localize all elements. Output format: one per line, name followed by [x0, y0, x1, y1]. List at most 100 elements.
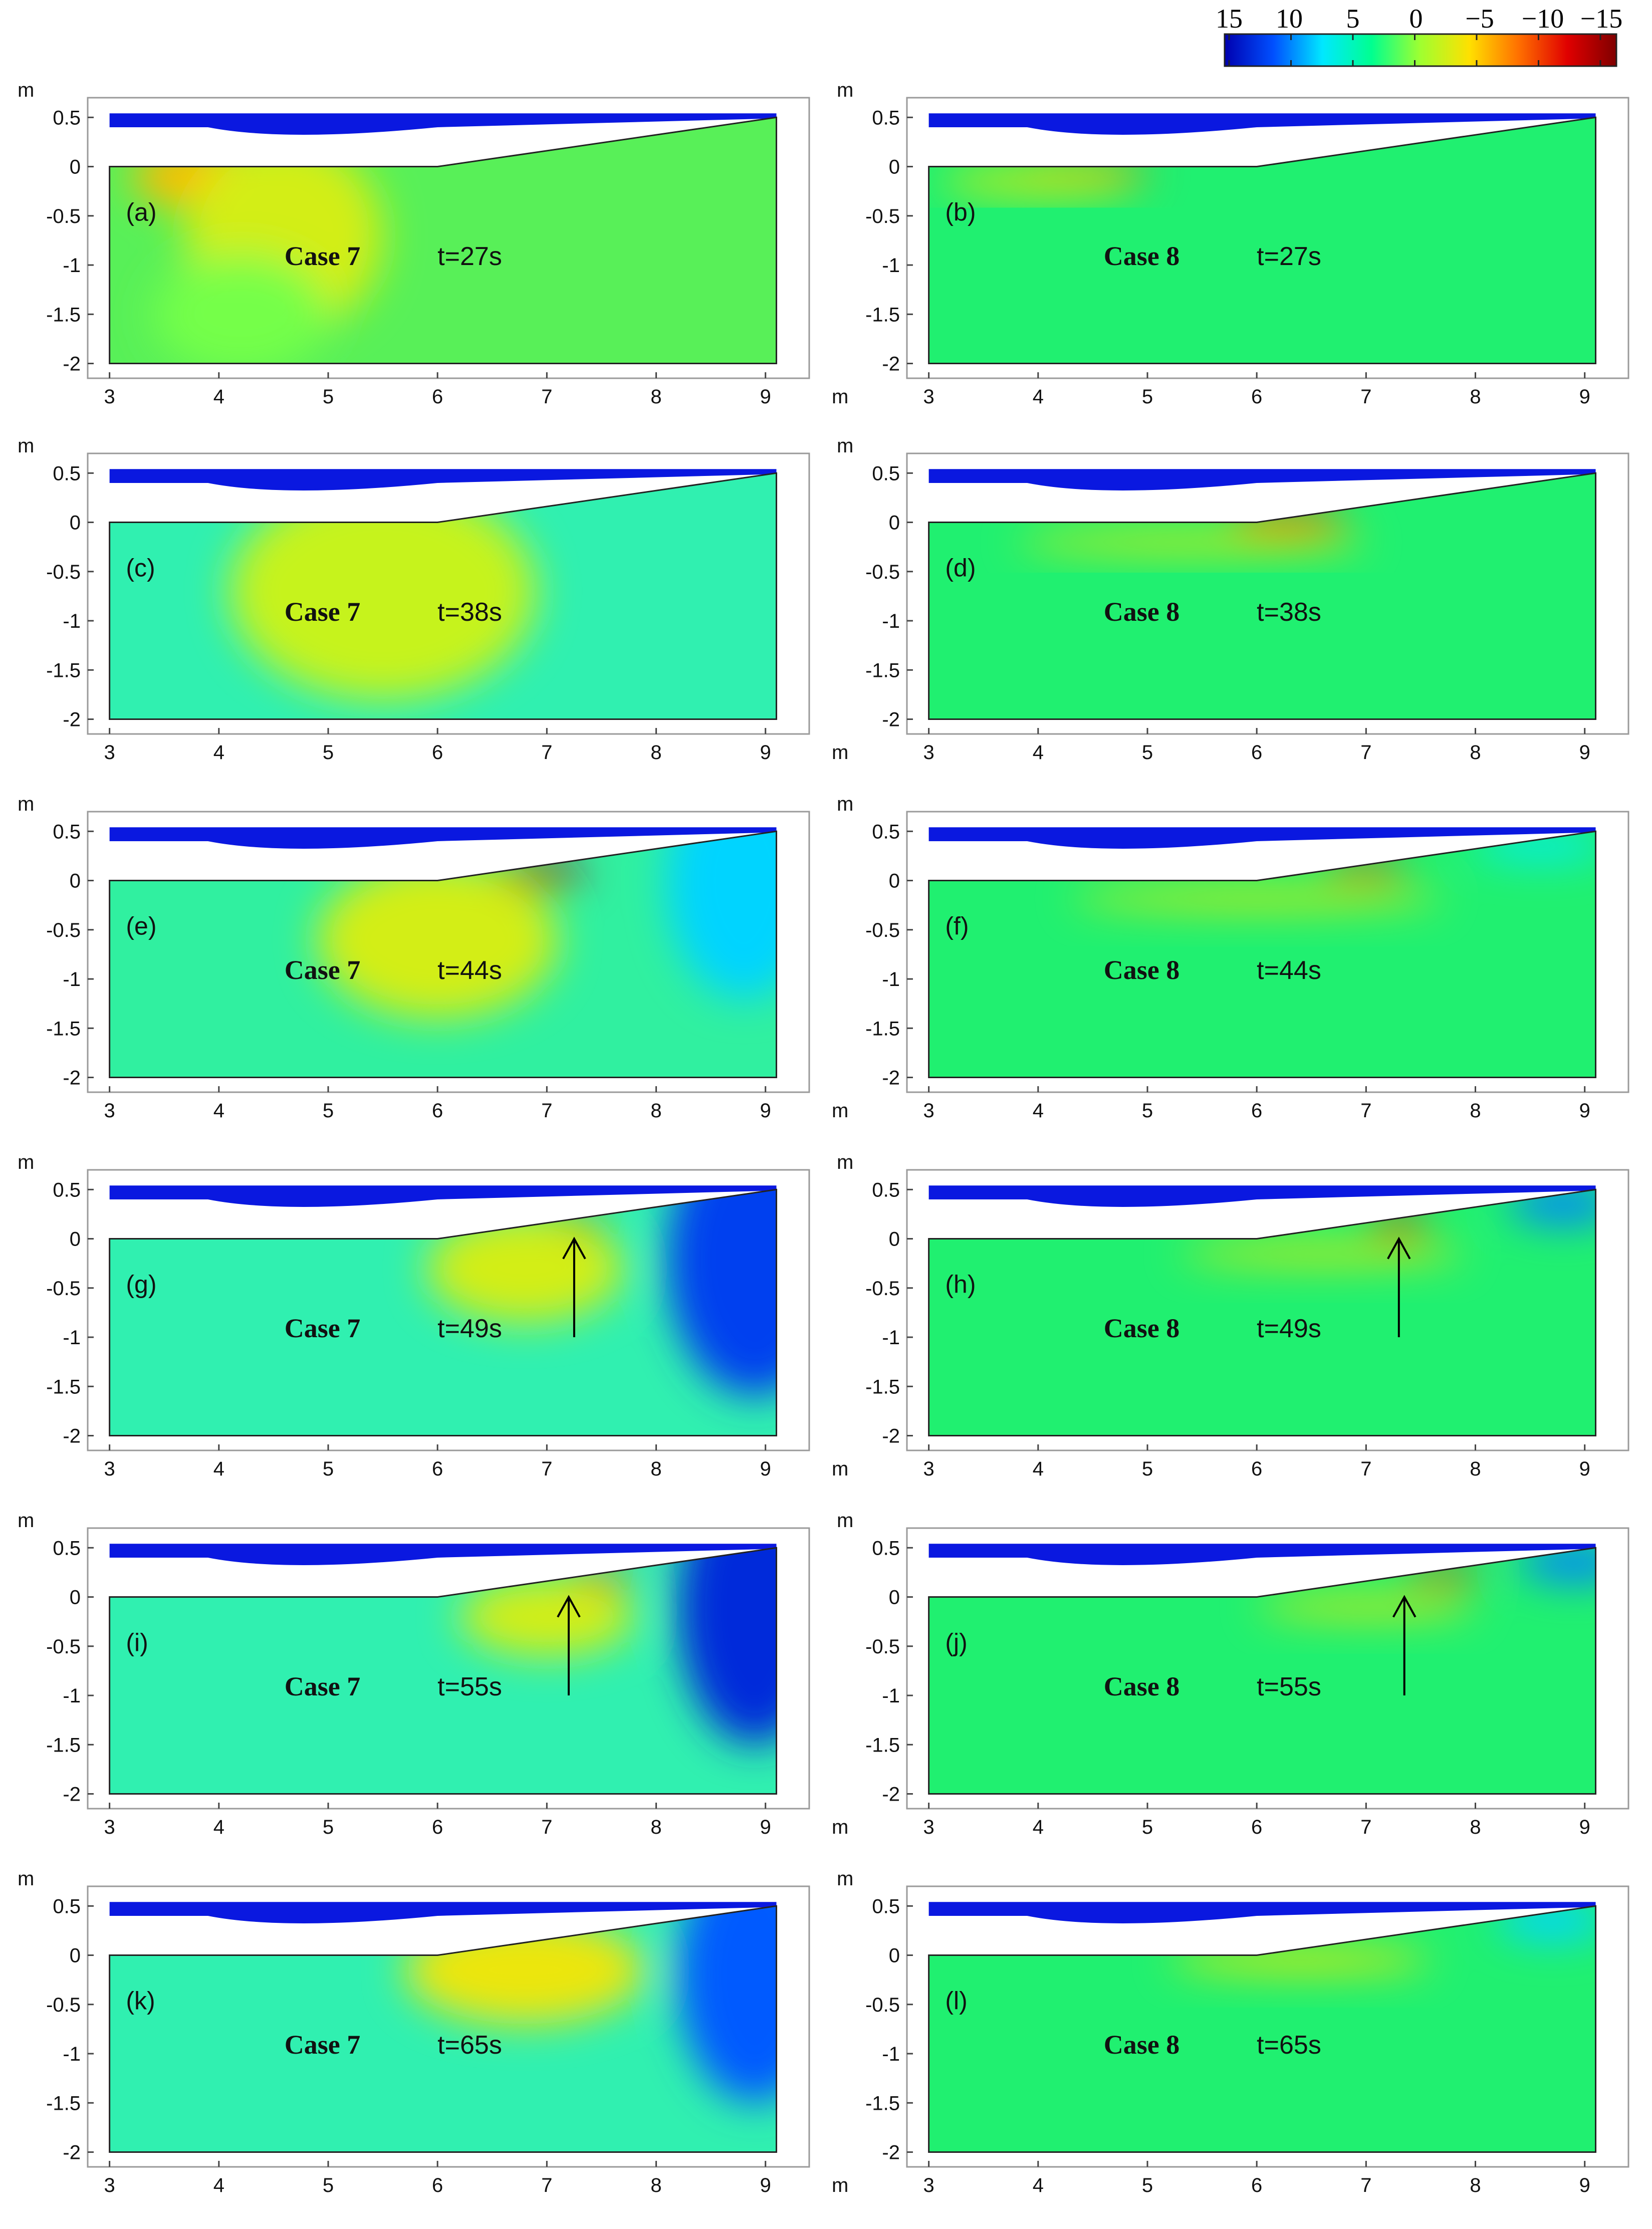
seabed-outline	[109, 1188, 778, 1437]
time-label: t=49s	[437, 1314, 502, 1343]
x-tick-label: 3	[923, 1458, 934, 1480]
y-tick-label: -2	[882, 2142, 900, 2164]
x-tick-label: 8	[650, 1100, 661, 1122]
x-tick-label: 4	[1033, 741, 1044, 764]
x-tick-label: 9	[1579, 386, 1590, 408]
x-tick-label: 6	[1251, 386, 1262, 408]
x-tick-label: 5	[323, 741, 334, 764]
seabed-field	[109, 1189, 777, 1436]
panel-letter: (c)	[126, 554, 155, 582]
x-tick-label: 9	[760, 2174, 771, 2196]
x-tick-label: 6	[432, 741, 443, 764]
x-tick-label: 6	[1251, 1816, 1262, 1838]
time-label: t=44s	[437, 956, 502, 985]
chart-svg: 3 4 5 6 7 8 9 m 0.5 0 -0.5 -1 -1.5 -2 m (f) Case 8 t=44s	[837, 793, 1652, 1122]
chart-svg: 3 4 5 6 7 8 9 m 0.5 0 -0.5 -1 -1.5 -2 m (c) Case 7 t=38s	[18, 435, 848, 764]
x-tick-label: 5	[323, 1458, 334, 1480]
field-hotspot	[667, 1189, 777, 1396]
y-tick-label: -2	[882, 1067, 900, 1089]
panel-letter: (k)	[126, 1987, 155, 2015]
y-unit-label: m	[837, 79, 853, 101]
y-tick-label: -1.5	[865, 1734, 900, 1756]
y-tick-label: -1.5	[865, 659, 900, 681]
water-surface	[109, 1185, 777, 1207]
case-label: Case 7	[285, 955, 360, 985]
y-tick-label: -2	[63, 1784, 81, 1806]
y-tick-label: -0.5	[865, 1636, 900, 1658]
time-label: t=49s	[1257, 1314, 1321, 1343]
y-tick-label: 0	[889, 870, 900, 892]
y-unit-label: m	[18, 435, 34, 457]
chart-svg: 3 4 5 6 7 8 9 m 0.5 0 -0.5 -1 -1.5 -2 m (i) Case 7 t=55s	[18, 1510, 848, 1838]
y-tick-label: 0	[889, 1945, 900, 1967]
seabed-field	[109, 1548, 777, 1794]
y-unit-label: m	[837, 435, 853, 457]
field-hotspot	[1257, 1597, 1476, 1617]
field-background	[928, 1906, 1596, 2152]
y-tick-label: 0.5	[53, 821, 81, 843]
y-unit-label: m	[18, 793, 34, 815]
y-tick-label: 0	[889, 1587, 900, 1609]
colorbar-tick: 5	[1346, 4, 1360, 34]
seabed-outline	[109, 472, 778, 720]
x-tick-label: 9	[760, 1816, 771, 1838]
x-tick-label: 8	[650, 386, 661, 408]
y-tick-label: 0	[70, 156, 81, 178]
x-tick-label: 6	[432, 386, 443, 408]
chart-panel: 3 4 5 6 7 8 9 m 0.5 0 -0.5 -1 -1.5 -2 m (d) Case 8 t=38s	[819, 435, 1652, 789]
y-tick-label: -2	[882, 353, 900, 375]
y-tick-label: -2	[63, 1067, 81, 1089]
colorbar-gradient	[1224, 33, 1617, 67]
x-tick-label: 9	[760, 1100, 771, 1122]
chart-svg: 3 4 5 6 7 8 9 m 0.5 0 -0.5 -1 -1.5 -2 m (k) Case 7 t=65s	[18, 1868, 848, 2196]
y-tick-label: -0.5	[865, 1994, 900, 2016]
time-label: t=27s	[437, 242, 502, 271]
x-unit-label: m	[832, 1100, 848, 1122]
panel-letter: (h)	[945, 1271, 976, 1299]
case-label: Case 8	[1104, 1313, 1179, 1343]
x-tick-label: 5	[323, 386, 334, 408]
y-tick-label: 0.5	[872, 821, 900, 843]
water-surface	[928, 1902, 1596, 1923]
x-unit-label: m	[1651, 741, 1652, 764]
arrow-annotation	[1387, 1236, 1411, 1338]
x-tick-label: 6	[432, 1100, 443, 1122]
x-unit-label: m	[1651, 1458, 1652, 1480]
x-tick-label: 5	[323, 2174, 334, 2196]
x-tick-label: 5	[1142, 1816, 1153, 1838]
field-hotspot	[1071, 888, 1443, 908]
y-tick-label: -1.5	[865, 304, 900, 326]
time-label: t=27s	[1257, 242, 1321, 271]
x-tick-label: 5	[323, 1100, 334, 1122]
x-unit-label: m	[1651, 1100, 1652, 1122]
water-surface	[109, 113, 777, 135]
x-tick-label: 9	[1579, 1100, 1590, 1122]
x-tick-label: 6	[432, 1458, 443, 1480]
time-label: t=44s	[1257, 956, 1321, 985]
x-tick-label: 5	[1142, 741, 1153, 764]
chart-panel: 3 4 5 6 7 8 9 m 0.5 0 -0.5 -1 -1.5 -2 m (h) Case 8 t=49s	[819, 1151, 1652, 1506]
y-tick-label: -0.5	[865, 205, 900, 227]
y-tick-label: -1.5	[46, 659, 81, 681]
y-tick-label: 0	[70, 512, 81, 534]
chart-svg: 3 4 5 6 7 8 9 m 0.5 0 -0.5 -1 -1.5 -2 m (j) Case 8 t=55s	[837, 1510, 1652, 1838]
field-hotspot	[667, 831, 777, 999]
x-tick-label: 8	[650, 741, 661, 764]
field-hotspot	[1180, 1244, 1465, 1264]
field-hotspot	[229, 482, 536, 700]
y-tick-label: -2	[63, 2142, 81, 2164]
x-tick-label: 3	[104, 1816, 115, 1838]
arrow-annotation	[557, 1595, 581, 1696]
x-tick-label: 9	[760, 1458, 771, 1480]
field-hotspot	[459, 1577, 634, 1656]
seabed-outline	[928, 116, 1597, 365]
x-unit-label: m	[1651, 2174, 1652, 2196]
y-tick-label: -1	[882, 2043, 900, 2065]
x-unit-label: m	[832, 2174, 848, 2196]
seabed-field	[928, 831, 1596, 1078]
x-tick-label: 5	[1142, 1100, 1153, 1122]
chart-panel: 3 4 5 6 7 8 9 m 0.5 0 -0.5 -1 -1.5 -2 m (a) Case 7 t=27s	[0, 79, 848, 433]
chart-panel: 3 4 5 6 7 8 9 m 0.5 0 -0.5 -1 -1.5 -2 m (f) Case 8 t=44s	[819, 793, 1652, 1147]
panel-letter: (l)	[945, 1987, 967, 2015]
x-unit-label: m	[832, 386, 848, 408]
